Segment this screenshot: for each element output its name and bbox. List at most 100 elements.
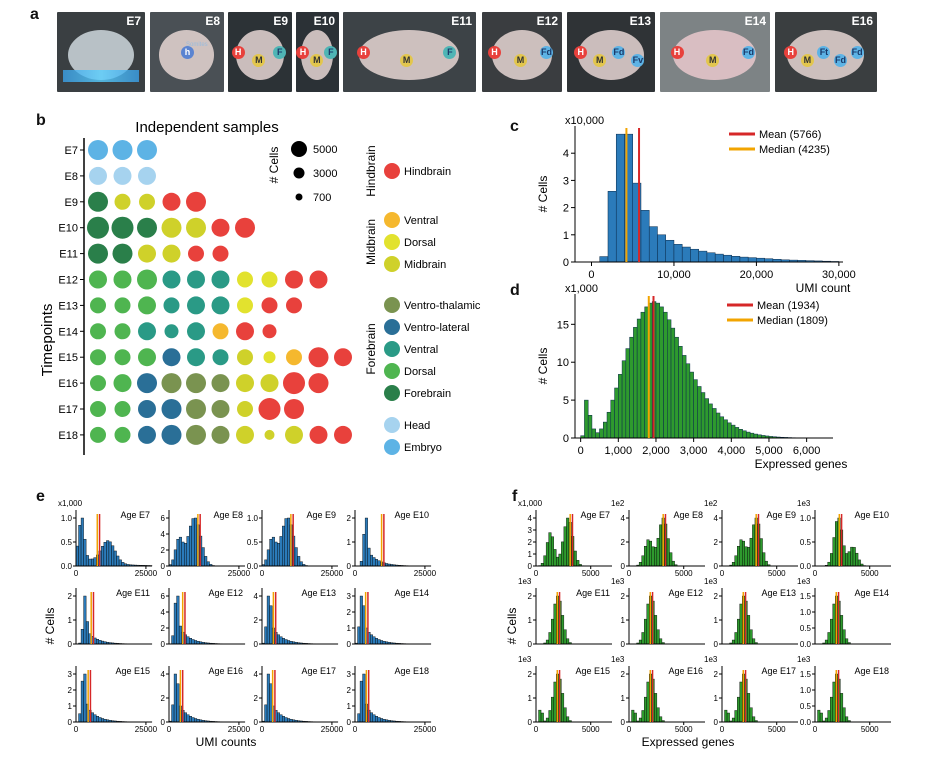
histogram-bar	[830, 618, 833, 645]
y-tick-label: 0	[347, 562, 352, 571]
y-multiplier: 1e3	[797, 577, 811, 586]
histogram-bar	[370, 634, 373, 645]
histogram-bar	[181, 541, 185, 567]
histogram-bar	[548, 632, 552, 645]
photo-age-label: E12	[536, 14, 558, 28]
y-tick-label: 4	[161, 530, 166, 539]
sample-dot	[89, 166, 107, 185]
histogram-bar	[824, 717, 828, 723]
legend-swatch	[384, 417, 400, 433]
sample-dot	[308, 347, 329, 368]
histogram-bar	[548, 532, 552, 567]
histogram-bar	[712, 408, 717, 439]
histogram-bar	[206, 561, 210, 567]
sample-dot	[162, 348, 181, 367]
histogram-bar	[842, 629, 846, 645]
region-marker-ft: Ft	[817, 46, 831, 59]
y-multiplier: 1e3	[704, 577, 718, 586]
y-tick-label: 3	[563, 175, 569, 187]
x-tick-label: 5000	[582, 569, 600, 578]
histogram-bar	[731, 639, 735, 645]
legend-group-label: Hindbrain	[364, 145, 378, 196]
histogram-bar	[587, 415, 593, 439]
histogram-bar	[171, 635, 175, 645]
timepoint-label: E18	[58, 430, 78, 442]
x-tick-label: 25000	[321, 725, 344, 734]
y-tick-label: 2	[621, 538, 626, 547]
y-tick-label: 0	[254, 640, 259, 649]
histogram-bar	[643, 696, 647, 723]
sample-dot	[186, 217, 206, 238]
histogram-bar	[845, 553, 849, 567]
y-tick-label: 0	[347, 718, 352, 727]
histogram-bar	[659, 524, 663, 567]
histogram-bar	[78, 713, 82, 723]
histogram-bar	[857, 559, 861, 567]
y-multiplier: 1e3	[704, 655, 718, 664]
x-tick-label: 0	[813, 569, 818, 578]
y-tick-label: 2	[254, 694, 259, 703]
region-marker-fv: Fv	[631, 54, 645, 67]
histogram-bar	[543, 555, 547, 567]
histogram-bar	[744, 546, 748, 567]
sample-dot	[211, 296, 230, 315]
subplot-title: Age E15	[115, 666, 150, 676]
panel-e-letter: e	[36, 488, 45, 505]
histogram-bar	[655, 302, 660, 439]
sample-dot	[286, 297, 302, 314]
histogram-bar	[727, 422, 732, 439]
x-axis-label: Expressed genes	[755, 457, 848, 471]
histogram-bar	[659, 306, 664, 439]
histogram-bar	[631, 709, 635, 723]
histogram-bar	[747, 547, 751, 567]
histogram-bar	[176, 539, 180, 567]
histogram-bar	[362, 534, 366, 567]
histogram-bar	[558, 553, 562, 567]
y-tick-label: 1.0	[61, 514, 73, 523]
sample-dot	[211, 270, 230, 289]
histogram-bar	[747, 615, 751, 645]
histogram-bar	[659, 638, 663, 645]
x-tick-label: 0	[353, 725, 358, 734]
age-subplot: Age E13 1e3 0 1 2	[704, 577, 798, 649]
histogram-bar	[362, 605, 366, 645]
legend-group-label: Forebrain	[364, 323, 378, 374]
y-tick-label: 0	[714, 640, 719, 649]
sample-dot	[114, 323, 131, 340]
histogram-bar	[359, 680, 363, 723]
subplot-title: Age E11	[116, 588, 150, 598]
histogram-bar	[832, 603, 836, 645]
y-tick-label: 1	[347, 624, 352, 633]
x-tick-label: 25000	[321, 569, 344, 578]
y-tick-label: 1	[528, 616, 533, 625]
age-subplot: Age E18 1e3 0.0 0.5 1.0 1.5 0 5000	[797, 655, 891, 734]
histogram-bar	[599, 428, 604, 439]
embryo-photo-e8: E8 Somites h	[150, 12, 224, 92]
y-tick-label: 1	[347, 702, 352, 711]
sample-dot	[111, 216, 134, 239]
age-subplot: Age E15 1e3 0 1 2 0 5000	[518, 655, 612, 734]
region-marker-fd: Fd	[612, 46, 626, 59]
histogram-bar	[643, 546, 647, 567]
sample-dot	[161, 217, 182, 238]
histogram-bar	[375, 716, 378, 723]
y-tick-label: 2	[347, 608, 352, 617]
age-subplot: Age E13 0 2 4	[254, 588, 339, 649]
histogram-bar	[279, 636, 283, 645]
y-tick-label: 15	[557, 319, 569, 331]
x-axis-label: Expressed genes	[642, 735, 735, 749]
region-marker-fd: Fd	[834, 54, 848, 67]
histogram-bar	[739, 603, 743, 645]
histogram-bar	[279, 536, 283, 567]
subplot-title: Age E15	[575, 666, 610, 676]
y-tick-label: 2	[161, 546, 166, 555]
histogram-bar	[599, 256, 609, 263]
histogram-bar	[591, 428, 596, 439]
histogram-bar	[264, 626, 268, 645]
histogram-bar	[659, 716, 663, 723]
histogram-bar	[724, 709, 728, 723]
histogram-bar	[90, 712, 94, 723]
age-subplot: Age E7 x1,000 0 1 2 3 4 0 5000	[518, 499, 612, 578]
sample-dot	[114, 349, 131, 366]
